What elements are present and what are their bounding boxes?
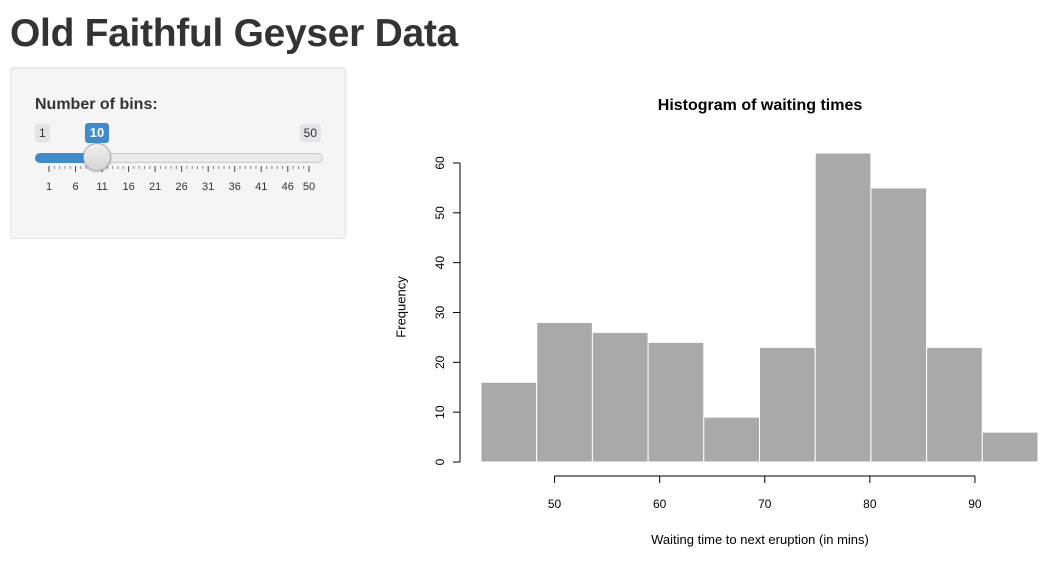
x-tick-label: 70 [758, 497, 772, 511]
slider-value-badge: 10 [84, 123, 110, 143]
histogram-bar [480, 381, 538, 463]
y-tick-label: 10 [433, 405, 447, 419]
slider-max-badge: 50 [299, 124, 321, 142]
page-title: Old Faithful Geyser Data [10, 12, 458, 55]
slider-grid-label: 11 [96, 181, 107, 193]
bins-slider-label: Number of bins: [35, 96, 158, 113]
histogram-bar [591, 331, 649, 463]
slider-grid-label: 21 [149, 181, 161, 193]
x-tick-label: 50 [548, 497, 562, 511]
slider-grid-label: 31 [202, 181, 214, 193]
slider-min-badge: 1 [35, 124, 50, 142]
slider-grid-label: 1 [46, 181, 52, 193]
y-tick-label: 40 [433, 256, 447, 270]
histogram-bar [870, 187, 928, 463]
x-axis-label: Waiting time to next eruption (in mins) [651, 532, 869, 547]
histogram-bar [926, 346, 983, 463]
y-tick-label: 60 [433, 156, 447, 170]
x-tick-label: 80 [863, 497, 877, 511]
y-tick-label: 50 [433, 206, 447, 220]
slider-grid-label: 6 [72, 181, 78, 193]
chart-title: Histogram of waiting times [658, 97, 863, 114]
sidebar-panel: Number of bins: 1 50 10 1 6 11 16 21 26 31 36 41… [10, 67, 346, 239]
bins-slider-fill [35, 153, 97, 163]
histogram-bar [981, 431, 1039, 463]
x-tick-label: 90 [968, 497, 982, 511]
y-axis-label: Frequency [394, 276, 409, 338]
y-tick-label: 20 [433, 355, 447, 369]
slider-grid-label: 41 [255, 181, 267, 193]
histogram-plot: Histogram of waiting times 0 10 20 30 40 50 60 5… [380, 80, 1054, 565]
y-tick-label: 0 [433, 458, 447, 465]
y-tick-label: 30 [433, 305, 447, 319]
slider-grid-label: 26 [176, 181, 188, 193]
slider-grid-label: 16 [122, 181, 134, 193]
slider-grid-label: 50 [303, 181, 315, 193]
histogram-bar [814, 152, 872, 463]
histogram-bar [536, 321, 593, 463]
x-tick-label: 60 [653, 497, 667, 511]
histogram-bar [703, 416, 760, 463]
slider-grid-label: 46 [282, 181, 294, 193]
histogram-bar [647, 341, 705, 463]
bins-slider-handle[interactable] [82, 143, 111, 171]
slider-grid-label: 36 [229, 181, 241, 193]
histogram-svg: Histogram of waiting times 0 10 20 30 40 50 60 5… [394, 97, 1039, 547]
histogram-bar [759, 346, 816, 463]
